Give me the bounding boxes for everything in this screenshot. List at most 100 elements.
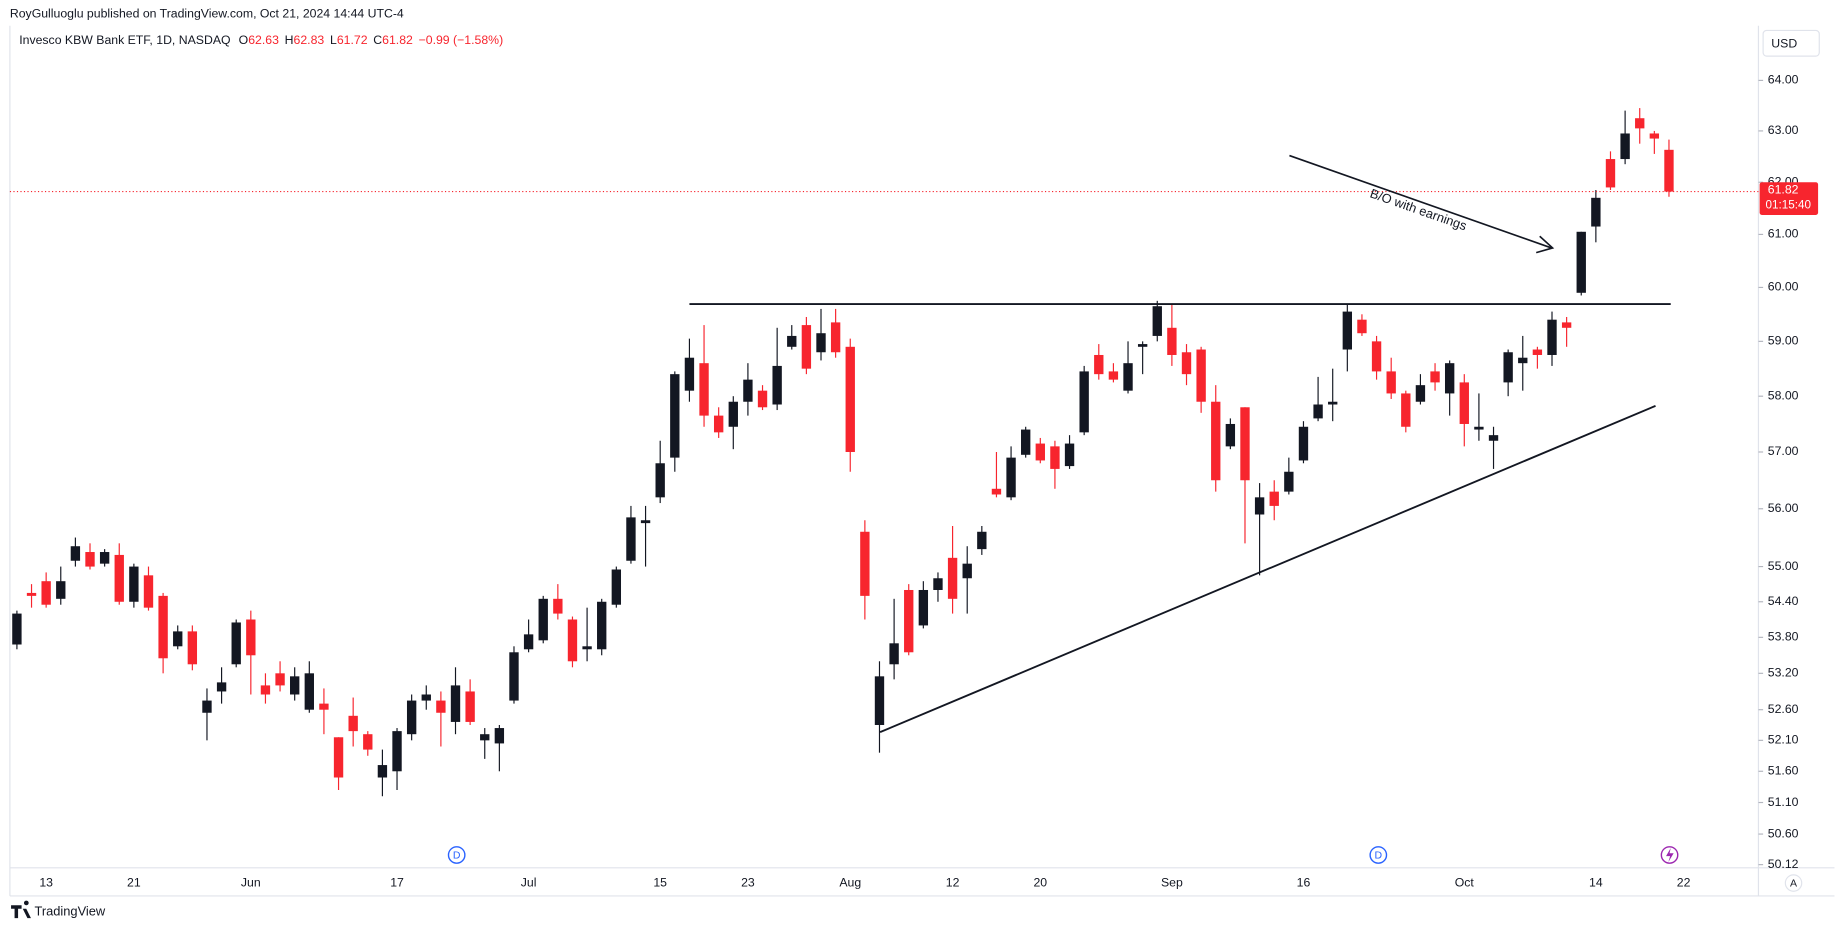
candle-body xyxy=(1328,401,1338,405)
last-price-label: 61.82 xyxy=(1768,183,1799,197)
legend: Invesco KBW Bank ETF, 1D, NASDAQ O62.63 … xyxy=(19,33,503,47)
candle-body xyxy=(509,652,519,701)
y-tick-label: 53.80 xyxy=(1768,630,1799,644)
candle-body xyxy=(1181,352,1192,375)
candle-body xyxy=(1050,446,1060,469)
candle-body xyxy=(319,703,329,710)
candle-body xyxy=(143,575,154,608)
ohlc-value: 62.63 xyxy=(248,33,279,47)
y-tick-label: 61.00 xyxy=(1768,227,1799,241)
candle-body xyxy=(56,581,66,599)
candle-body xyxy=(12,613,22,645)
y-tick-label: 50.60 xyxy=(1768,826,1799,840)
x-tick-label: 12 xyxy=(946,875,960,889)
candle-body xyxy=(450,685,461,722)
x-tick-label: 21 xyxy=(127,875,141,889)
y-tick-label: 56.00 xyxy=(1768,501,1799,515)
brand-logo xyxy=(11,900,31,919)
y-tick-label: 55.00 xyxy=(1768,559,1799,573)
candle-body xyxy=(260,685,271,695)
candle-body xyxy=(377,765,388,778)
candle-body xyxy=(1079,371,1089,433)
candle-body xyxy=(597,601,607,650)
candle-body xyxy=(465,691,475,722)
candle-body xyxy=(1474,426,1484,430)
dividend-icon[interactable] xyxy=(1369,846,1388,864)
y-tick-label: 51.60 xyxy=(1768,764,1799,778)
candle-body xyxy=(1371,341,1382,372)
candle-body xyxy=(538,598,548,641)
candle-body xyxy=(1459,382,1469,424)
x-tick-label: Oct xyxy=(1455,875,1475,889)
candle-body xyxy=(1488,435,1499,441)
dividend-label: D xyxy=(1375,849,1383,861)
ohlc-key: L xyxy=(330,33,337,47)
candle-body xyxy=(1211,401,1221,481)
change: −0.99 (−1.58%) xyxy=(419,33,504,47)
candle-body xyxy=(684,357,695,391)
candle-body xyxy=(904,589,914,653)
x-tick-label: Jun xyxy=(241,875,261,889)
candle-body xyxy=(421,694,431,701)
candle-body xyxy=(757,390,768,408)
candle-body xyxy=(99,552,110,564)
candle-body xyxy=(962,563,972,579)
candle-body xyxy=(1664,149,1674,192)
candle-body xyxy=(202,700,212,713)
y-tick-label: 58.00 xyxy=(1768,388,1799,402)
candle-body xyxy=(977,531,987,550)
candle-body xyxy=(231,622,241,665)
candle-body xyxy=(845,346,855,452)
candle-body xyxy=(640,520,651,524)
dividend-icon[interactable] xyxy=(447,846,466,864)
ohlc-value: 62.83 xyxy=(294,33,325,47)
candle-body xyxy=(216,682,227,692)
candle-body xyxy=(1254,497,1265,515)
candle-body xyxy=(1123,363,1133,391)
candle-body xyxy=(1620,133,1630,160)
candle-body xyxy=(918,589,929,626)
candle-body xyxy=(363,734,373,750)
candle-body xyxy=(713,415,724,433)
candle-body xyxy=(85,552,95,567)
ohlc-key: C xyxy=(373,33,382,47)
candle-body xyxy=(290,676,300,695)
arrow-line xyxy=(1289,154,1552,249)
candle-body xyxy=(1313,404,1323,419)
candle-body xyxy=(494,728,505,744)
candle-body xyxy=(275,673,285,686)
ohlc-key: O xyxy=(239,33,249,47)
candle-body xyxy=(772,365,782,405)
candle-body xyxy=(1386,371,1396,394)
candle-body xyxy=(582,646,592,650)
x-tick-label: Aug xyxy=(839,875,861,889)
brand: TradingView xyxy=(34,904,105,919)
auto-scale-label: A xyxy=(1790,877,1797,889)
candle-body xyxy=(1240,407,1250,481)
candle-body xyxy=(1196,349,1206,402)
candle-body xyxy=(1532,349,1543,355)
candle-body xyxy=(830,322,841,353)
candle-body xyxy=(1401,393,1411,427)
x-tick-label: Sep xyxy=(1161,875,1183,889)
earnings-bolt xyxy=(1666,847,1674,862)
candle-body xyxy=(655,463,665,498)
candle-body xyxy=(787,335,797,347)
x-tick-label: 13 xyxy=(39,875,53,889)
trend-line xyxy=(879,404,1656,734)
candle-body xyxy=(1094,354,1104,375)
currency-button[interactable] xyxy=(1762,29,1820,57)
candle-body xyxy=(41,581,51,605)
candle-body xyxy=(801,325,812,369)
x-tick-label: Jul xyxy=(521,875,537,889)
candle-body xyxy=(1167,327,1177,355)
candle-body xyxy=(129,566,139,602)
candle-body xyxy=(1635,118,1645,129)
ohlc-key: H xyxy=(285,33,294,47)
auto-scale-button[interactable] xyxy=(1784,874,1803,892)
candle-body xyxy=(1415,385,1426,402)
candle-body xyxy=(1284,471,1294,492)
candle-body xyxy=(436,700,446,713)
x-tick-label: 20 xyxy=(1033,875,1047,889)
